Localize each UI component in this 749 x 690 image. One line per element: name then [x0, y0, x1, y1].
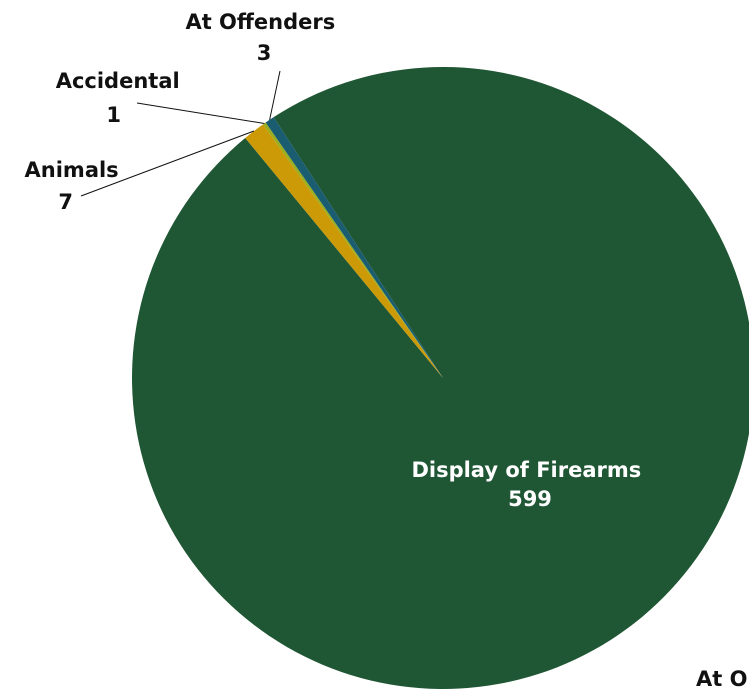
leader-lines — [80, 70, 281, 197]
slice-label-display-of-firearms: Display of Firearms 599 — [411, 458, 648, 511]
pie-slices — [132, 67, 749, 689]
pie-slice-accidental — [263, 122, 443, 378]
leader-line-at-offenders — [269, 70, 281, 120]
leader-line-accidental — [136, 102, 265, 124]
pie-slice-at-offenders — [265, 117, 443, 379]
slice-label-at-offenders: At Offenders 3 — [185, 10, 342, 65]
leader-line-animals — [80, 130, 255, 197]
slice-label-animals: Animals 7 — [25, 158, 126, 214]
pie-slice-animals — [245, 124, 443, 379]
slice-label-truncated: At O — [696, 667, 747, 690]
slice-label-accidental: Accidental 1 — [56, 69, 187, 127]
pie-slice-display-of-firearms — [132, 67, 749, 689]
